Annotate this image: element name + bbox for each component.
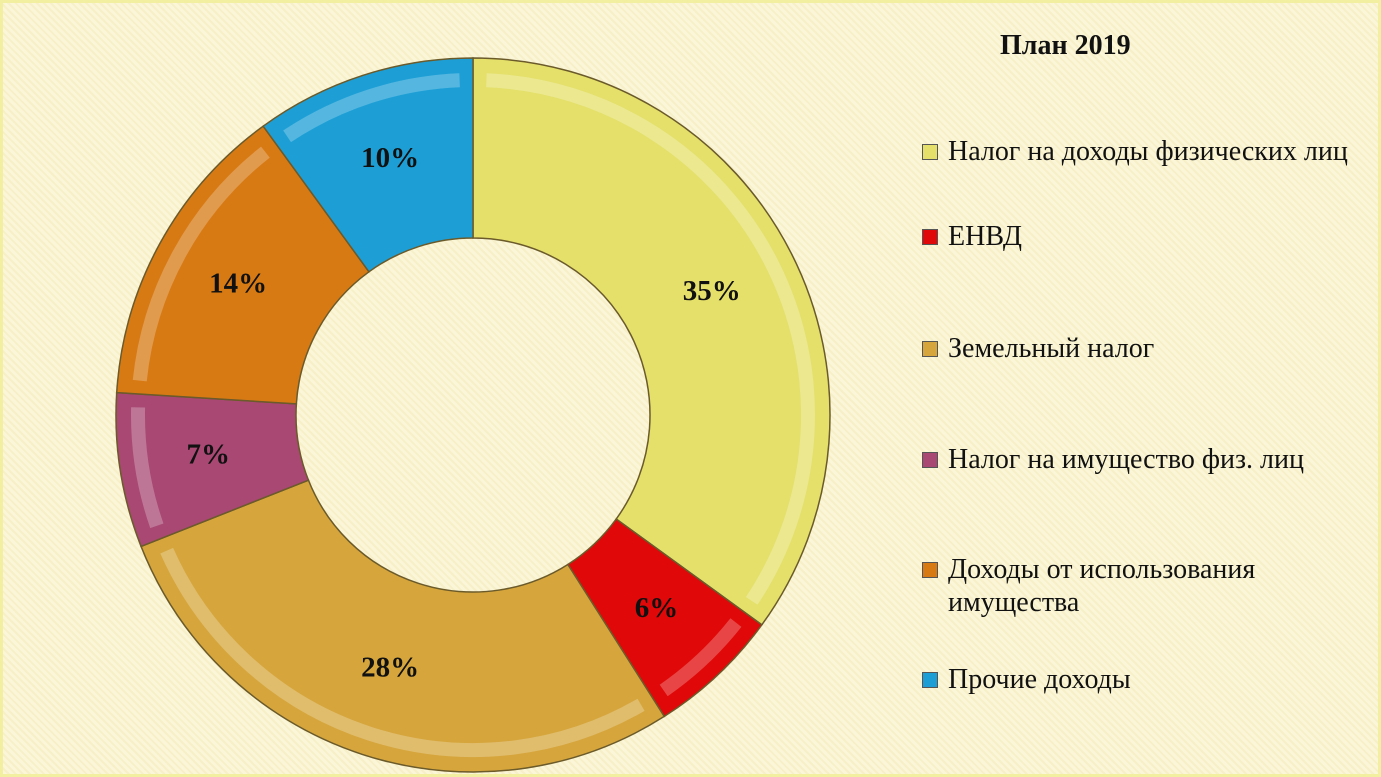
donut-segment xyxy=(140,479,666,773)
data-label: 6% xyxy=(635,592,679,624)
legend-swatch xyxy=(922,452,938,468)
legend-swatch xyxy=(922,144,938,160)
data-label: 28% xyxy=(361,652,419,684)
donut-segment xyxy=(115,125,371,405)
segment-highlight xyxy=(283,73,460,143)
legend-swatch xyxy=(922,341,938,357)
legend-item: Налог на доходы физических лиц xyxy=(922,135,1362,168)
legend-item: Налог на имущество физ. лиц xyxy=(922,443,1362,476)
legend-label: ЕНВД xyxy=(948,221,1023,252)
data-label: 7% xyxy=(187,439,231,471)
legend-swatch xyxy=(922,229,938,245)
legend-item: Прочие доходы xyxy=(922,663,1362,696)
legend-item: Земельный налог xyxy=(922,332,1362,365)
segment-highlight xyxy=(160,547,645,757)
donut-segment xyxy=(472,57,831,626)
data-label: 14% xyxy=(209,268,267,300)
legend-label: Налог на доходы физических лиц xyxy=(948,136,1348,167)
legend-item: Доходы от использования имущества xyxy=(922,553,1362,619)
legend-item: ЕНВД xyxy=(922,220,1362,253)
legend-swatch xyxy=(922,562,938,578)
legend-label: Доходы от использования имущества xyxy=(948,554,1256,618)
data-label: 35% xyxy=(683,275,741,307)
chart-title: План 2019 xyxy=(1000,30,1131,61)
donut-segment xyxy=(262,57,474,273)
legend-label: Земельный налог xyxy=(948,333,1155,364)
data-label: 10% xyxy=(361,142,419,174)
segment-highlight xyxy=(132,146,270,382)
legend-swatch xyxy=(922,672,938,688)
legend-label: Прочие доходы xyxy=(948,664,1131,695)
segment-highlight xyxy=(131,407,164,529)
legend-label: Налог на имущество физ. лиц xyxy=(948,444,1304,475)
segment-highlight xyxy=(659,618,742,697)
segment-highlight xyxy=(486,73,815,605)
